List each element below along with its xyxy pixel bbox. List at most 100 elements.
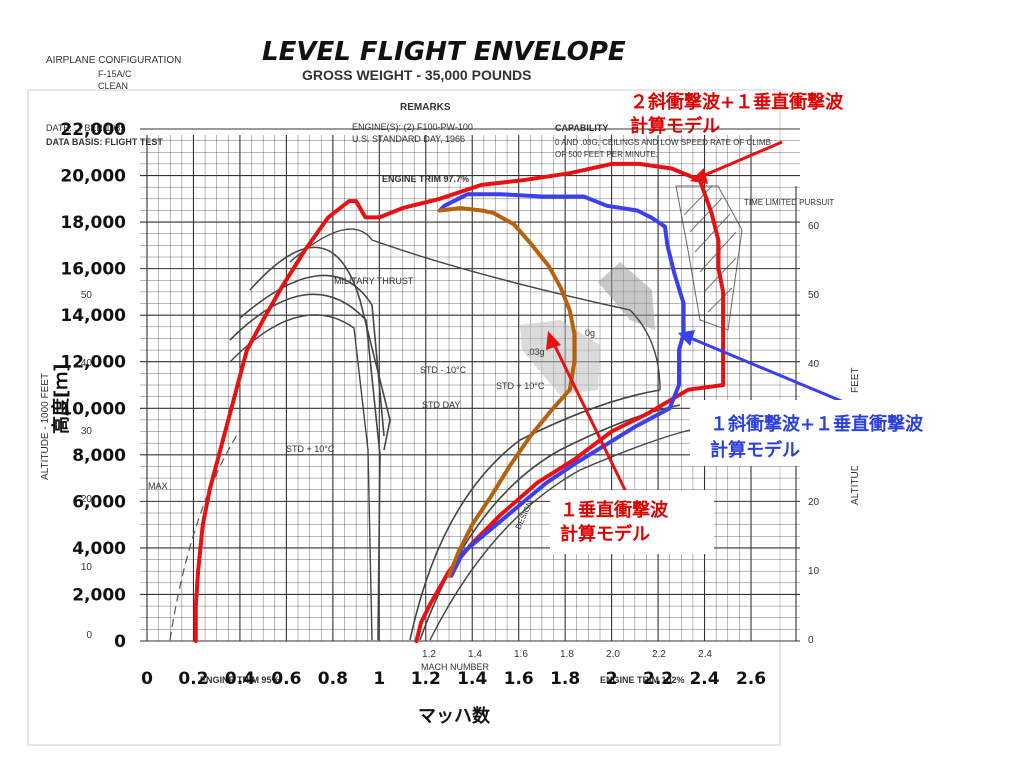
label-time-limited: TIME LIMITED PURSUIT	[744, 198, 834, 207]
capability-line: CAPABILITY	[555, 123, 608, 133]
original-mach-tick: 2.4	[698, 649, 712, 660]
y-tick-label: 22,000	[60, 120, 126, 140]
original-tick-labels: 1.21.41.61.82.02.22.45040302010060504030…	[81, 221, 820, 660]
original-curve-military	[289, 228, 661, 391]
y-tick-label: 2,000	[72, 585, 126, 605]
original-curve-subsonic-1	[229, 293, 381, 641]
original-left-tick: 0	[86, 630, 92, 641]
y-tick-label: 10,000	[60, 399, 126, 419]
original-feet-right: FEET	[850, 367, 861, 393]
original-right-tick: 40	[808, 359, 820, 370]
x-tick-label: 2	[606, 669, 618, 689]
blue-series-label-line2: 計算モデル	[710, 439, 800, 461]
original-chart-box: REMARKS ENGINE(S): (2) F100-PW-100 U.S. …	[27, 89, 781, 746]
original-shaded-band-2	[598, 262, 655, 330]
x-tick-label: 1.4	[457, 669, 487, 689]
original-left-tick: 10	[81, 562, 93, 573]
original-left-tick: 40	[81, 358, 93, 369]
engine-trim-bottom-right: ENGINE TRIM 102%	[600, 675, 685, 685]
chart-title: LEVEL FLIGHT ENVELOPE	[262, 37, 626, 67]
chart-series	[193, 161, 726, 643]
x-tick-label: 0.2	[178, 669, 208, 689]
x-tick-label: 0.6	[271, 669, 301, 689]
airplane-model: F-15A/C	[98, 69, 132, 79]
red-series-label-line1: ２斜衝撃波+１垂直衝撃波	[630, 91, 844, 113]
remarks-heading: REMARKS	[400, 102, 451, 113]
original-curve-supersonic-1	[409, 389, 661, 641]
original-mach-tick: 2.2	[652, 649, 666, 660]
airplane-clean: CLEAN	[98, 81, 128, 91]
x-tick-label: 1	[373, 669, 385, 689]
original-right-tick: 50	[808, 290, 820, 301]
blue-series-line	[437, 192, 686, 578]
y-tick-label: 6,000	[72, 492, 126, 512]
capability-line-3: OF 500 FEET PER MINUTE.	[555, 150, 658, 159]
x-tick-label: 0	[141, 669, 153, 689]
remarks-engines: ENGINE(S): (2) F100-PW-100	[352, 122, 473, 132]
orange-series-label-line2: 計算モデル	[560, 523, 650, 545]
label-003g: .03g	[527, 347, 545, 357]
x-tick-label: 2.4	[689, 669, 719, 689]
x-axis-title: マッハ数	[418, 705, 491, 727]
blue-series-label-line1: １斜衝撃波+１垂直衝撃波	[710, 413, 924, 435]
blue-arrow-head	[678, 330, 695, 346]
original-mach-number: MACH NUMBER	[421, 662, 490, 672]
engine-trim-bottom-left: ENGINE TRIM 95%	[200, 675, 280, 685]
label-max: MAX	[148, 481, 168, 491]
x-tick-label: 0.4	[225, 669, 255, 689]
original-mach-tick: 1.2	[422, 649, 436, 660]
orange-arrow	[550, 339, 629, 495]
y-tick-label: 8,000	[72, 446, 126, 466]
y-tick-label: 18,000	[60, 213, 126, 233]
y-tick-label: 20,000	[60, 167, 126, 187]
label-military-thrust: MILITARY THRUST	[334, 276, 414, 286]
y-axis-title: 高度[ｍ]	[50, 364, 72, 434]
callout-arrows	[546, 140, 859, 495]
label-std-plus10: STD + 10°C	[286, 444, 335, 454]
original-mach-tick: 2.0	[606, 649, 620, 660]
callout-labels: ２斜衝撃波+１垂直衝撃波 計算モデル １斜衝撃波+１垂直衝撃波 計算モデル １垂…	[550, 91, 960, 554]
red-series-line	[193, 161, 726, 643]
y-tick-label: 14,000	[60, 306, 126, 326]
original-left-tick: 30	[81, 426, 93, 437]
red-arrow-top	[697, 140, 783, 180]
y-tick-label: 4,000	[72, 539, 126, 559]
original-altitude-label: ALTITUDE - 1000 FEET	[40, 373, 51, 480]
data-basis-line: DATA BASIS: FLIGHT TEST	[46, 137, 163, 147]
date-line: DATE: ... BER 1985	[46, 123, 125, 133]
x-tick-label: 1.8	[550, 669, 580, 689]
original-altitude-right: ALTITUDE	[850, 457, 861, 505]
remarks-std-day: U.S. STANDARD DAY, 1966	[352, 134, 465, 144]
airplane-config-label: AIRPLANE CONFIGURATION	[46, 55, 181, 66]
blue-arrow	[687, 335, 859, 410]
label-std-plus10-right: STD + 10°C	[496, 381, 545, 391]
x-tick-label: 1.6	[504, 669, 534, 689]
label-std-minus10: STD - 10°C	[420, 365, 467, 375]
x-tick-label: 2.6	[736, 669, 766, 689]
original-left-tick: 50	[81, 290, 93, 301]
original-right-tick: 20	[808, 497, 820, 508]
original-mach-tick: 1.6	[514, 649, 528, 660]
chart-axes: 0 0.2 0.4 0.6 0.8 1 1.2 1.4 1.6 1.8 2 2.2 2.4 2.6 0 2,0…	[60, 120, 766, 689]
chart-subtitle: GROSS WEIGHT - 35,000 POUNDS	[302, 67, 532, 83]
orange-arrow-head	[546, 331, 561, 350]
orange-series-line	[437, 206, 577, 578]
original-curve-std-day	[239, 274, 385, 437]
original-curve-clmax	[169, 429, 241, 641]
original-right-tick: 60	[808, 221, 820, 232]
original-mach-tick: 1.4	[468, 649, 482, 660]
red-series-label-line2: 計算モデル	[630, 115, 720, 137]
y-tick-label: 12,000	[60, 353, 126, 373]
y-tick-label: 0	[114, 632, 126, 652]
original-curve-supersonic-3	[429, 429, 691, 641]
label-std-day: STD DAY	[422, 400, 460, 410]
original-mach-tick: 1.8	[560, 649, 574, 660]
red-arrow-top-head	[690, 168, 708, 184]
original-hatched-region	[675, 185, 743, 331]
y-tick-label: 16,000	[60, 260, 126, 280]
x-tick-label: 1.2	[411, 669, 441, 689]
orange-series-label-line1: １垂直衝撃波	[560, 499, 669, 521]
x-tick-label: 0.8	[318, 669, 348, 689]
x-tick-label: 2.2	[643, 669, 673, 689]
